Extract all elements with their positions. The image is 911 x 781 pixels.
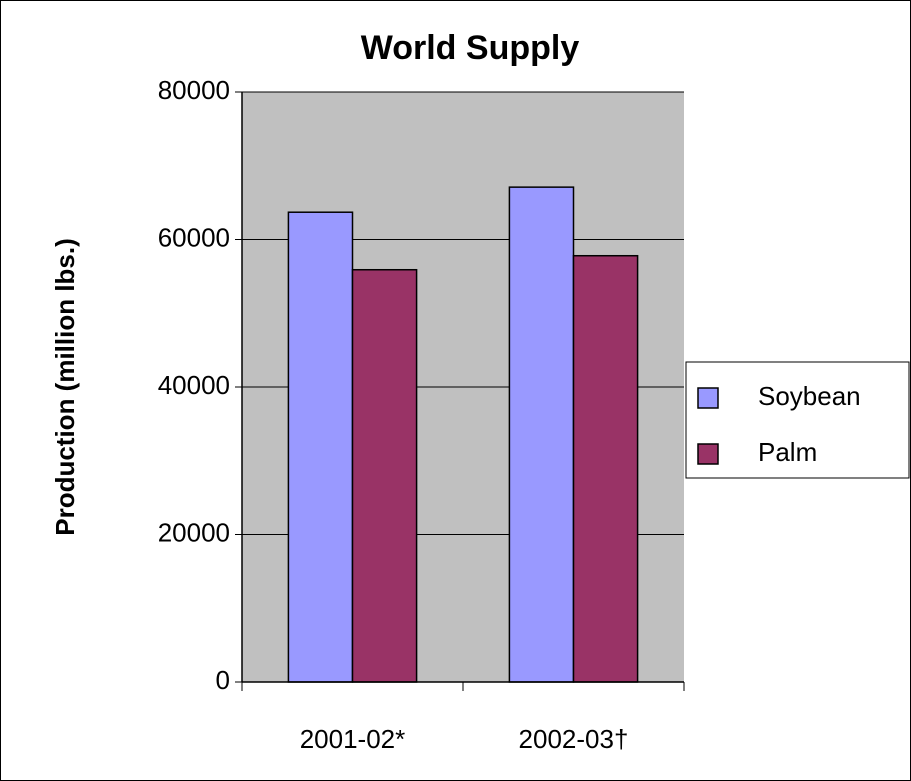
- x-tick-label: 2001-02*: [300, 724, 406, 754]
- x-tick-label: 2002-03†: [519, 724, 629, 754]
- y-axis-label: Production (million lbs.): [50, 238, 80, 536]
- bar: [351, 268, 418, 683]
- bar: [572, 254, 639, 683]
- bar: [287, 211, 354, 683]
- legend-swatch: [697, 443, 719, 465]
- legend-label: Palm: [758, 437, 817, 467]
- chart-title: World Supply: [361, 29, 580, 67]
- legend-box: [685, 361, 910, 479]
- y-tick-label: 0: [216, 665, 230, 695]
- y-tick-label: 40000: [158, 370, 230, 400]
- bar: [508, 186, 575, 683]
- y-tick-label: 20000: [158, 517, 230, 547]
- y-tick-label: 60000: [158, 222, 230, 252]
- y-tick-label: 80000: [158, 75, 230, 105]
- legend-label: Soybean: [758, 381, 861, 411]
- legend-swatch: [697, 387, 719, 409]
